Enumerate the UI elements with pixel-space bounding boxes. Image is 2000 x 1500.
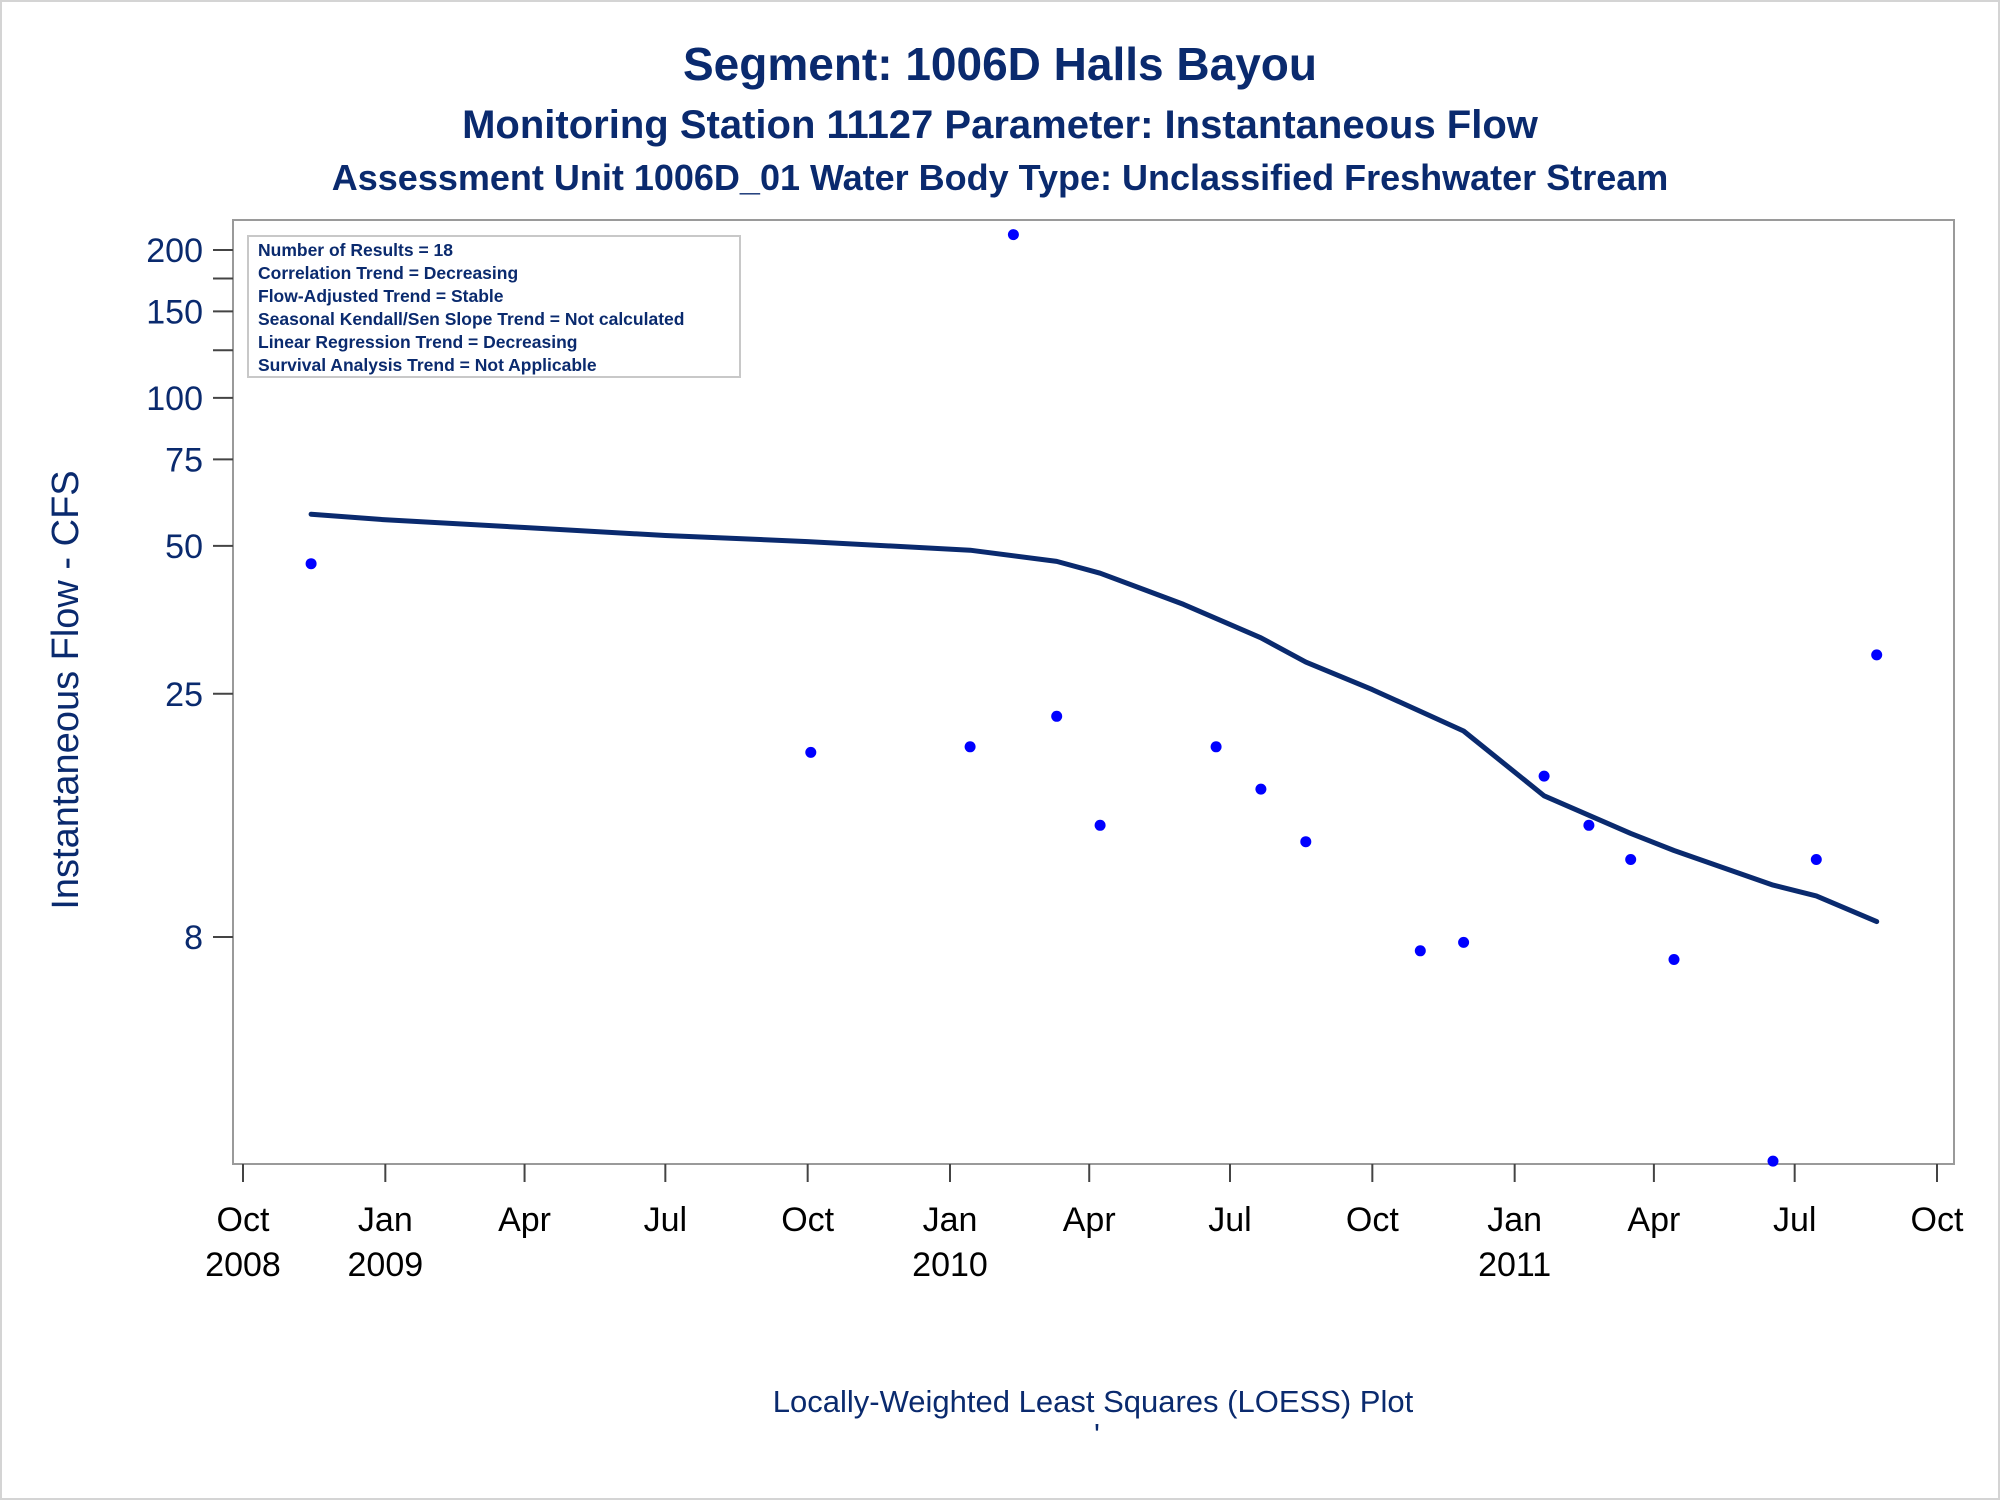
data-point xyxy=(1255,783,1267,795)
chart-subtitle-2: Assessment Unit 1006D_01 Water Body Type… xyxy=(332,157,1669,198)
x-tick-label: Jul xyxy=(644,1201,687,1239)
y-tick-label: 150 xyxy=(146,293,203,331)
loess-curve xyxy=(308,511,1880,925)
y-tick-label: 50 xyxy=(165,528,203,566)
trend-summary-line: Correlation Trend = Decreasing xyxy=(258,263,518,283)
x-tick-label: Oct xyxy=(1346,1201,1399,1239)
data-point xyxy=(1538,770,1550,782)
trend-summary-line: Linear Regression Trend = Decreasing xyxy=(258,332,578,352)
trend-summary-line: Survival Analysis Trend = Not Applicable xyxy=(258,355,597,375)
data-point xyxy=(1414,945,1426,957)
trend-summary-line: Number of Results = 18 xyxy=(258,240,453,260)
x-axis: Oct 2008 Jan 2009 Apr Jul Oct Jan 2010 Apr Jul Oct J… xyxy=(205,1164,1964,1284)
trend-summary-line: Seasonal Kendall/Sen Slope Trend = Not c… xyxy=(258,309,684,329)
data-point xyxy=(1767,1155,1779,1167)
y-tick-label: 25 xyxy=(165,676,203,714)
y-axis: 200 150 100 75 50 25 8 xyxy=(146,232,233,957)
data-point xyxy=(1871,649,1883,661)
x-tick-label: Apr xyxy=(1627,1201,1680,1239)
chart-subtitle: Monitoring Station 11127 Parameter: Inst… xyxy=(462,103,1539,147)
x-tick-label: Oct xyxy=(1911,1201,1964,1239)
data-point xyxy=(1094,819,1106,831)
y-tick-label: 8 xyxy=(184,919,203,957)
data-points xyxy=(305,229,1883,1167)
trend-summary-line: Flow-Adjusted Trend = Stable xyxy=(258,286,504,306)
x-tick-year-label: 2008 xyxy=(205,1246,281,1284)
data-point xyxy=(1210,741,1222,753)
chart-title: Segment: 1006D Halls Bayou xyxy=(683,38,1317,90)
x-tick-label: Jul xyxy=(1773,1201,1816,1239)
data-point xyxy=(1051,710,1063,722)
y-tick-label: 200 xyxy=(146,232,203,270)
x-tick-year-label: 2011 xyxy=(1478,1246,1551,1284)
x-tick-label: Jul xyxy=(1208,1201,1251,1239)
data-point xyxy=(964,741,976,753)
x-tick-label: Jan xyxy=(1487,1201,1542,1239)
x-tick-label: Oct xyxy=(781,1201,834,1239)
data-point xyxy=(1625,854,1637,865)
x-tick-year-label: 2009 xyxy=(348,1246,424,1284)
data-point xyxy=(1007,229,1019,241)
x-tick-label: Oct xyxy=(217,1201,270,1239)
x-tick-label: Jan xyxy=(358,1201,413,1239)
data-point xyxy=(1300,836,1312,848)
data-point xyxy=(305,558,317,570)
x-tick-label: Apr xyxy=(1063,1201,1116,1239)
loess-line xyxy=(308,511,1880,925)
data-point xyxy=(1810,854,1822,865)
chart-footnote: Locally-Weighted Least Squares (LOESS) P… xyxy=(773,1384,1414,1419)
data-point xyxy=(1583,819,1595,831)
footnote-mark: ' xyxy=(1094,1417,1100,1452)
plot-area xyxy=(232,219,1955,1165)
data-point xyxy=(1458,936,1470,948)
data-point xyxy=(805,746,817,758)
x-tick-label: Apr xyxy=(498,1201,551,1239)
y-axis-label: Instantaneous Flow - CFS xyxy=(45,470,87,909)
x-tick-year-label: 2010 xyxy=(912,1246,988,1284)
data-point xyxy=(1668,954,1680,965)
y-tick-label: 75 xyxy=(165,441,203,479)
x-tick-label: Jan xyxy=(923,1201,978,1239)
y-tick-label: 100 xyxy=(146,380,203,418)
trend-summary-box: Number of Results = 18 Correlation Trend … xyxy=(247,235,741,378)
